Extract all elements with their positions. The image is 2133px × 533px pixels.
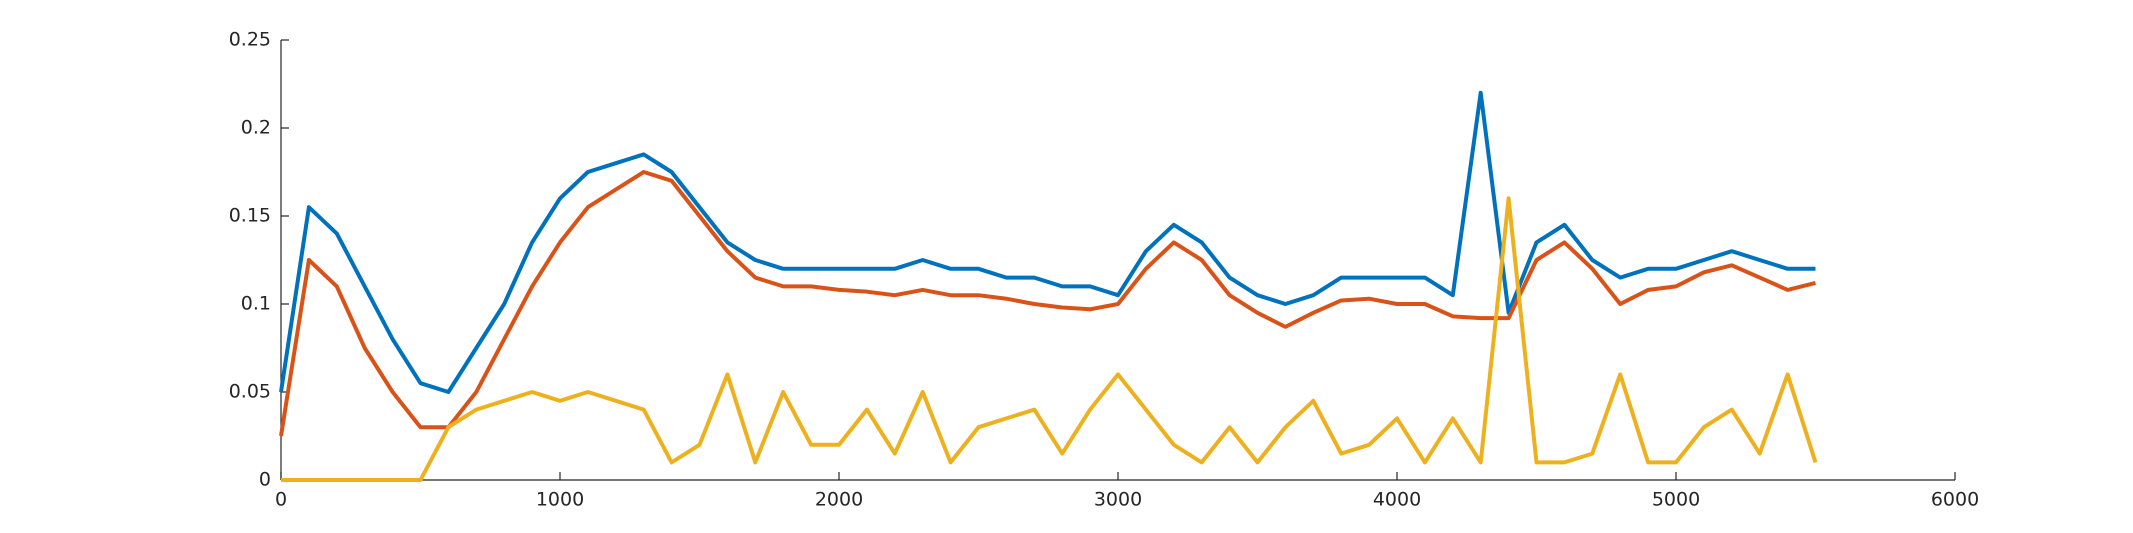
y-tick-label: 0 <box>259 469 271 491</box>
y-tick-label: 0.15 <box>229 205 271 227</box>
x-tick-label: 1000 <box>536 489 584 511</box>
series-line <box>279 170 1816 437</box>
y-tick-label: 0.2 <box>241 117 271 139</box>
y-tick-label: 0.05 <box>229 381 271 403</box>
x-tick-label: 5000 <box>1652 489 1700 511</box>
x-tick-label: 2000 <box>815 489 863 511</box>
series-line <box>281 196 1818 482</box>
y-tick-label: 0.25 <box>229 29 271 51</box>
x-tick-label: 3000 <box>1094 489 1142 511</box>
y-tick-label: 0.1 <box>241 293 271 315</box>
x-tick-label: 0 <box>275 489 287 511</box>
x-tick-label: 6000 <box>1931 489 1979 511</box>
x-tick-label: 4000 <box>1373 489 1421 511</box>
series-line <box>279 90 1816 394</box>
